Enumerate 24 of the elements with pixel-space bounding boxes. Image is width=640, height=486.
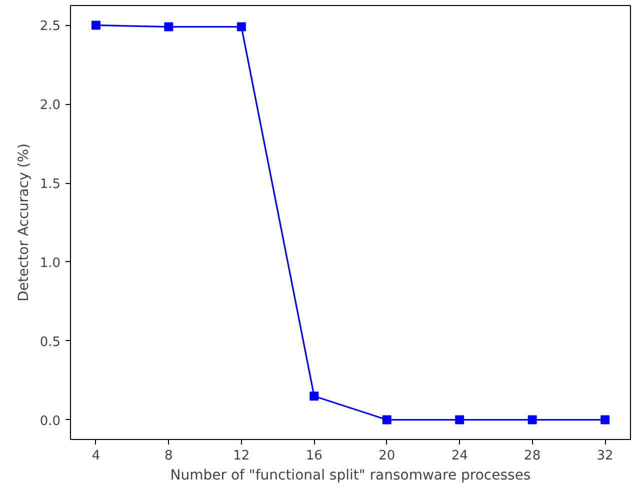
- x-tick-label: 24: [451, 448, 468, 464]
- point: [382, 415, 392, 424]
- x-tick-label: 16: [306, 448, 322, 464]
- y-tick-label: 0.0: [40, 414, 61, 429]
- x-tick-label: 32: [596, 448, 614, 464]
- y-axis-title: Detector Accuracy (%): [16, 143, 32, 302]
- x-axis-title: Number of "functional split" ransomware processes: [170, 468, 531, 484]
- point: [310, 392, 319, 401]
- x-tick-label: 12: [233, 448, 250, 464]
- point: [600, 415, 610, 424]
- point: [164, 22, 174, 32]
- point: [91, 20, 100, 30]
- x-tick-label: 8: [164, 448, 173, 464]
- point: [455, 415, 464, 424]
- y-tick-label: 1.5: [40, 177, 61, 192]
- point: [528, 415, 537, 424]
- y-tick-label: 2.0: [40, 98, 61, 114]
- y-tick-label: 1.0: [40, 256, 61, 271]
- y-tick-label: 2.5: [40, 19, 61, 34]
- x-tick-label: 28: [524, 448, 541, 464]
- x-tick-label: 20: [378, 448, 396, 464]
- point: [236, 22, 246, 32]
- x-tick-label: 4: [92, 448, 100, 464]
- y-tick-label: 0.5: [40, 334, 61, 350]
